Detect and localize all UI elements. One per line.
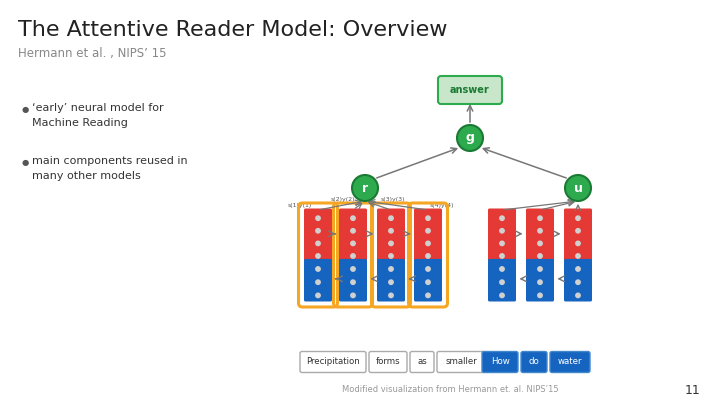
FancyBboxPatch shape	[550, 352, 590, 373]
Circle shape	[316, 293, 320, 298]
FancyBboxPatch shape	[482, 352, 518, 373]
Circle shape	[565, 175, 591, 201]
Circle shape	[576, 241, 580, 245]
Text: do: do	[528, 358, 539, 367]
Circle shape	[389, 280, 393, 284]
Circle shape	[389, 254, 393, 258]
FancyBboxPatch shape	[339, 259, 367, 301]
Circle shape	[538, 280, 542, 284]
Circle shape	[316, 254, 320, 258]
FancyBboxPatch shape	[526, 259, 554, 301]
FancyBboxPatch shape	[300, 352, 366, 373]
Circle shape	[576, 280, 580, 284]
FancyBboxPatch shape	[414, 259, 442, 301]
Circle shape	[316, 228, 320, 233]
Circle shape	[500, 267, 504, 271]
Circle shape	[426, 241, 431, 245]
Circle shape	[500, 216, 504, 220]
Circle shape	[351, 254, 355, 258]
Text: u: u	[574, 181, 582, 194]
Circle shape	[576, 216, 580, 220]
Text: 11: 11	[684, 384, 700, 396]
Text: ●: ●	[22, 158, 30, 167]
Text: main components reused in
many other models: main components reused in many other mod…	[32, 156, 188, 181]
Circle shape	[457, 125, 483, 151]
Circle shape	[316, 280, 320, 284]
Text: water: water	[558, 358, 582, 367]
Circle shape	[351, 280, 355, 284]
Circle shape	[426, 280, 431, 284]
Text: smaller: smaller	[445, 358, 477, 367]
Circle shape	[351, 228, 355, 233]
Text: as: as	[417, 358, 427, 367]
Circle shape	[576, 293, 580, 298]
Text: r: r	[362, 181, 368, 194]
FancyBboxPatch shape	[304, 209, 332, 262]
Circle shape	[576, 267, 580, 271]
Circle shape	[500, 228, 504, 233]
Circle shape	[389, 267, 393, 271]
Text: How: How	[490, 358, 509, 367]
FancyBboxPatch shape	[414, 209, 442, 262]
Circle shape	[351, 293, 355, 298]
FancyBboxPatch shape	[488, 209, 516, 262]
Circle shape	[351, 216, 355, 220]
Circle shape	[316, 267, 320, 271]
Text: s(2)y(2): s(2)y(2)	[330, 197, 355, 202]
FancyBboxPatch shape	[437, 352, 485, 373]
Text: ‘early’ neural model for
Machine Reading: ‘early’ neural model for Machine Reading	[32, 103, 163, 128]
Circle shape	[538, 241, 542, 245]
Circle shape	[500, 241, 504, 245]
Circle shape	[538, 267, 542, 271]
Circle shape	[426, 228, 431, 233]
Text: Precipitation: Precipitation	[306, 358, 360, 367]
Circle shape	[352, 175, 378, 201]
Text: ●: ●	[22, 105, 30, 114]
Circle shape	[538, 216, 542, 220]
Circle shape	[389, 293, 393, 298]
Text: s(1)y(1): s(1)y(1)	[288, 203, 312, 208]
Circle shape	[351, 267, 355, 271]
FancyBboxPatch shape	[369, 352, 407, 373]
Circle shape	[316, 241, 320, 245]
FancyBboxPatch shape	[526, 209, 554, 262]
FancyBboxPatch shape	[304, 259, 332, 301]
Circle shape	[576, 228, 580, 233]
Text: s(4)y(4): s(4)y(4)	[430, 203, 454, 208]
Text: Modified visualization from Hermann et. al. NIPS’15: Modified visualization from Hermann et. …	[342, 386, 558, 394]
Circle shape	[426, 293, 431, 298]
Text: g: g	[466, 132, 474, 145]
Text: forms: forms	[376, 358, 400, 367]
Circle shape	[426, 267, 431, 271]
FancyBboxPatch shape	[521, 352, 547, 373]
Circle shape	[538, 254, 542, 258]
Text: Hermann et al. , NIPS’ 15: Hermann et al. , NIPS’ 15	[18, 47, 166, 60]
Circle shape	[351, 241, 355, 245]
Circle shape	[316, 216, 320, 220]
FancyBboxPatch shape	[564, 259, 592, 301]
FancyBboxPatch shape	[377, 259, 405, 301]
Circle shape	[576, 254, 580, 258]
Circle shape	[389, 241, 393, 245]
FancyBboxPatch shape	[377, 209, 405, 262]
Circle shape	[389, 228, 393, 233]
Circle shape	[426, 254, 431, 258]
FancyBboxPatch shape	[564, 209, 592, 262]
Circle shape	[538, 293, 542, 298]
FancyBboxPatch shape	[339, 209, 367, 262]
Circle shape	[500, 254, 504, 258]
Text: s(3)y(3): s(3)y(3)	[381, 197, 405, 202]
FancyBboxPatch shape	[410, 352, 434, 373]
Circle shape	[500, 293, 504, 298]
Circle shape	[500, 280, 504, 284]
FancyBboxPatch shape	[438, 76, 502, 104]
Text: The Attentive Reader Model: Overview: The Attentive Reader Model: Overview	[18, 20, 448, 40]
Circle shape	[389, 216, 393, 220]
Circle shape	[538, 228, 542, 233]
Circle shape	[426, 216, 431, 220]
FancyBboxPatch shape	[488, 259, 516, 301]
Text: answer: answer	[450, 85, 490, 95]
